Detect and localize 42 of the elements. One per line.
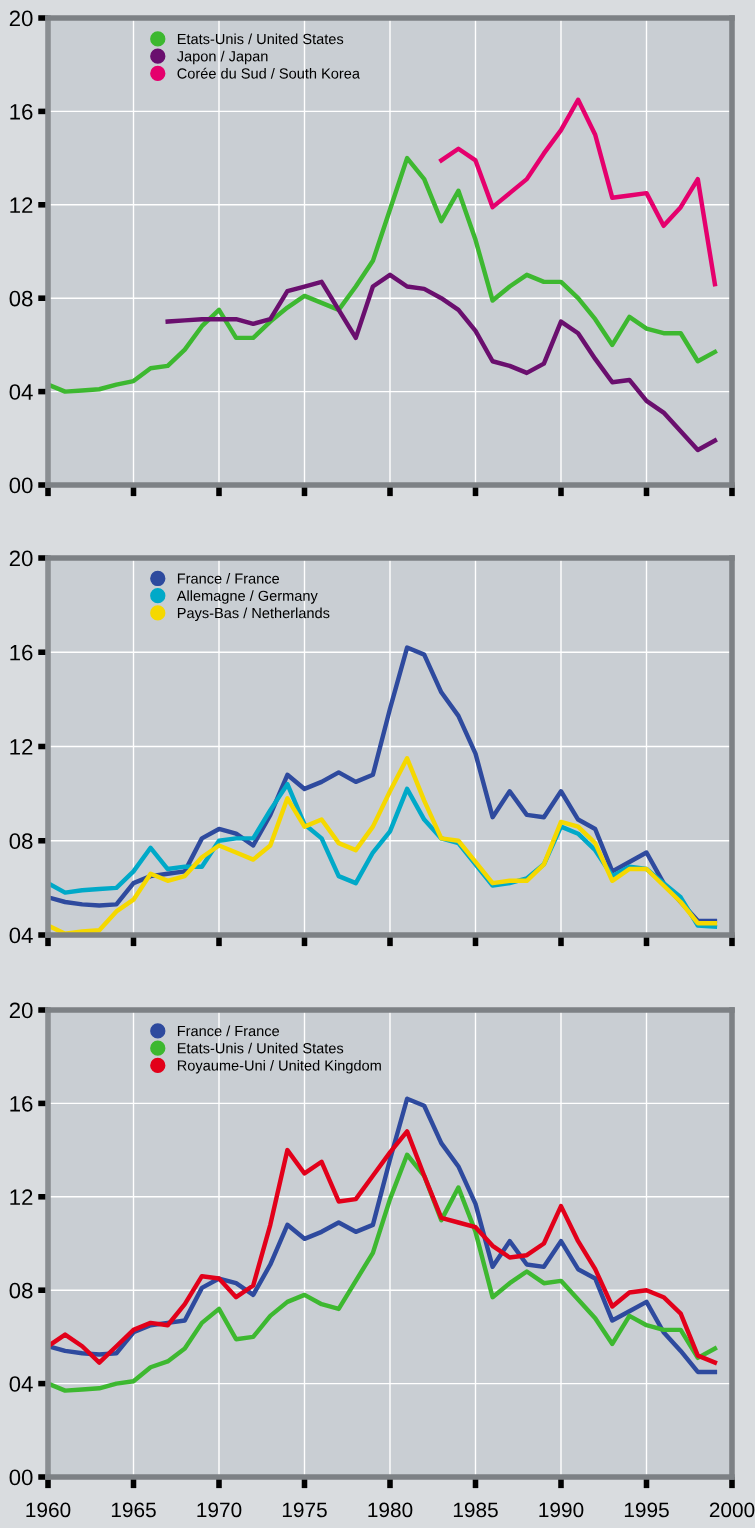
x-tick-label: 1960 (26, 1502, 71, 1518)
line-series (48, 756, 718, 935)
legend-label: Corée du Sud / South Korea (177, 67, 360, 79)
y-tick-label: 08 (9, 833, 33, 850)
y-tick-label: 04 (9, 384, 33, 400)
y-tick-label: 00 (9, 1469, 33, 1486)
legend-label: Japon / Japan (176, 50, 268, 65)
line-series (48, 1096, 718, 1375)
y-tick-label: 08 (9, 1282, 33, 1299)
legend-label: Allemagne / Germany (176, 590, 318, 604)
line-series (48, 1152, 718, 1393)
y-tick-label: 12 (10, 1189, 33, 1205)
legend-label: Royaume-Uni / United Kingdom (177, 1059, 381, 1074)
legend-label: Pays-Bas / Netherlands (177, 607, 330, 622)
line-series (165, 272, 718, 453)
x-tick-label: 2000 (709, 1502, 755, 1518)
line-series (48, 155, 718, 394)
x-tick-label: 1975 (282, 1502, 327, 1518)
legend-label: Etats-Unis / United States (177, 1042, 344, 1054)
y-tick-label: 16 (10, 1095, 33, 1112)
line-series (48, 1129, 718, 1365)
x-tick-label: 1985 (453, 1502, 498, 1518)
y-tick-label: 00 (9, 477, 33, 494)
x-tick-label: 1980 (368, 1502, 413, 1518)
y-tick-label: 20 (9, 1002, 33, 1019)
y-tick-label: 08 (9, 290, 33, 307)
y-tick-label: 20 (9, 550, 33, 567)
x-tick-label: 1990 (539, 1502, 584, 1518)
line-series (439, 97, 718, 287)
x-tick-label: 1995 (624, 1502, 669, 1518)
y-tick-label: 20 (9, 10, 33, 27)
legend-label: France / France (177, 1025, 280, 1037)
x-tick-label: 1965 (111, 1502, 156, 1518)
y-tick-label: 16 (10, 644, 33, 661)
legend-label: France / France (177, 573, 280, 584)
y-tick-label: 16 (10, 103, 33, 120)
y-tick-label: 04 (9, 1376, 33, 1392)
y-tick-label: 04 (9, 927, 33, 944)
x-tick-label: 1970 (197, 1502, 242, 1518)
y-tick-label: 12 (10, 197, 33, 213)
y-tick-label: 12 (10, 739, 33, 755)
legend-label: Etats-Unis / United States (177, 33, 344, 45)
